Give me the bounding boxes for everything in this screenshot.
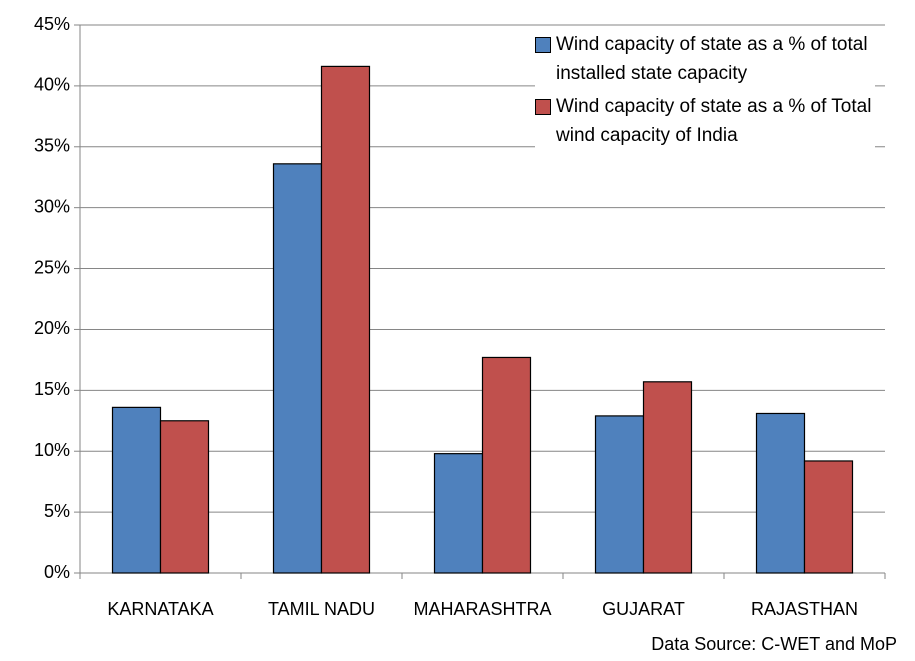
legend-label: Wind capacity of state as a % of total i…	[556, 34, 868, 84]
y-tick-label: 10%	[34, 440, 70, 460]
legend: Wind capacity of state as a % of total i…	[535, 30, 875, 154]
legend-item: Wind capacity of state as a % of total i…	[535, 30, 875, 88]
x-tick-label: MAHARASHTRA	[413, 599, 551, 619]
bar	[111, 406, 162, 574]
bar	[755, 412, 806, 574]
y-tick-label: 5%	[44, 501, 70, 521]
y-tick-label: 30%	[34, 196, 70, 216]
bar	[320, 65, 371, 574]
legend-swatch	[535, 37, 551, 53]
source-note: Data Source: C-WET and MoP	[651, 634, 897, 654]
bar	[803, 460, 854, 574]
y-tick-label: 25%	[34, 257, 70, 277]
bar	[642, 381, 693, 574]
legend-swatch	[535, 99, 551, 115]
y-tick-label: 15%	[34, 379, 70, 399]
legend-label: Wind capacity of state as a % of Total w…	[556, 96, 872, 146]
x-tick-label: GUJARAT	[602, 599, 685, 619]
y-tick-label: 0%	[44, 562, 70, 582]
y-tick-label: 45%	[34, 14, 70, 34]
x-tick-label: RAJASTHAN	[751, 599, 858, 619]
bar	[594, 415, 645, 574]
x-tick-label: TAMIL NADU	[268, 599, 375, 619]
y-tick-label: 40%	[34, 75, 70, 95]
bar	[272, 163, 323, 574]
y-tick-label: 35%	[34, 136, 70, 156]
bar	[159, 420, 210, 574]
bar	[433, 453, 484, 574]
x-tick-label: KARNATAKA	[107, 599, 213, 619]
legend-item: Wind capacity of state as a % of Total w…	[535, 92, 875, 150]
bar	[481, 356, 532, 574]
y-tick-label: 20%	[34, 318, 70, 338]
